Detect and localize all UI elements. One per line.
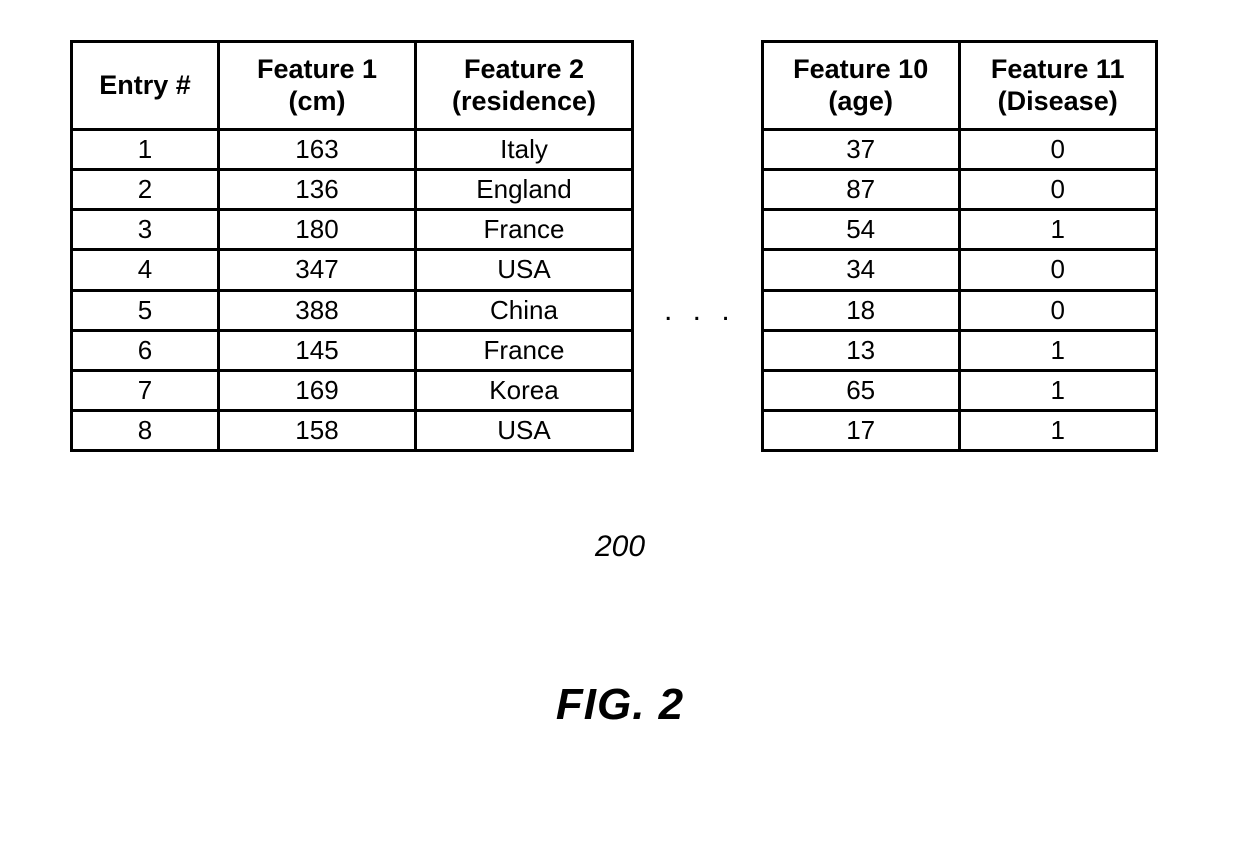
table-cell: 7 <box>72 370 219 410</box>
table-cell: 1 <box>959 330 1156 370</box>
table-cell: China <box>416 290 633 330</box>
right-header-0-l1: Feature 10(age) <box>793 54 928 116</box>
table-row: 541 <box>762 210 1156 250</box>
table-row: 3180France <box>72 210 633 250</box>
table-cell: 0 <box>959 169 1156 209</box>
table-cell: 3 <box>72 210 219 250</box>
table-cell: 145 <box>219 330 416 370</box>
table-cell: 180 <box>219 210 416 250</box>
table-cell: 37 <box>762 129 959 169</box>
table-cell: 0 <box>959 290 1156 330</box>
left-header-2: Feature 2(residence) <box>416 42 633 130</box>
table-row: 340 <box>762 250 1156 290</box>
table-cell: England <box>416 169 633 209</box>
left-table: Entry # Feature 1(cm) Feature 2(residenc… <box>70 40 634 452</box>
table-cell: 18 <box>762 290 959 330</box>
table-cell: Korea <box>416 370 633 410</box>
table-cell: Italy <box>416 129 633 169</box>
ellipsis: . . . <box>664 164 736 328</box>
table-row: 8158USA <box>72 411 633 451</box>
table-cell: 13 <box>762 330 959 370</box>
table-row: 1163Italy <box>72 129 633 169</box>
figure-number: 200 <box>0 530 1240 564</box>
table-row: 4347USA <box>72 250 633 290</box>
table-cell: USA <box>416 411 633 451</box>
table-cell: 347 <box>219 250 416 290</box>
table-cell: 1 <box>959 411 1156 451</box>
table-cell: France <box>416 210 633 250</box>
table-cell: 169 <box>219 370 416 410</box>
left-header-1: Feature 1(cm) <box>219 42 416 130</box>
table-cell: 87 <box>762 169 959 209</box>
table-cell: 1 <box>959 210 1156 250</box>
table-cell: 8 <box>72 411 219 451</box>
right-header-0: Feature 10(age) <box>762 42 959 130</box>
table-cell: 4 <box>72 250 219 290</box>
table-row: 180 <box>762 290 1156 330</box>
table-row: 171 <box>762 411 1156 451</box>
table-cell: 1 <box>72 129 219 169</box>
table-cell: 54 <box>762 210 959 250</box>
table-cell: 163 <box>219 129 416 169</box>
tables-container: Entry # Feature 1(cm) Feature 2(residenc… <box>70 40 1158 452</box>
right-header-1: Feature 11(Disease) <box>959 42 1156 130</box>
table-cell: 5 <box>72 290 219 330</box>
table-cell: 2 <box>72 169 219 209</box>
table-cell: 34 <box>762 250 959 290</box>
table-row: 131 <box>762 330 1156 370</box>
left-table-body: 1163Italy2136England3180France4347USA538… <box>72 129 633 451</box>
left-table-header-row: Entry # Feature 1(cm) Feature 2(residenc… <box>72 42 633 130</box>
left-header-0: Entry # <box>72 42 219 130</box>
table-row: 5388China <box>72 290 633 330</box>
table-cell: 65 <box>762 370 959 410</box>
table-cell: 388 <box>219 290 416 330</box>
right-table: Feature 10(age) Feature 11(Disease) 3708… <box>761 40 1158 452</box>
table-cell: 1 <box>959 370 1156 410</box>
table-cell: 0 <box>959 250 1156 290</box>
table-row: 2136England <box>72 169 633 209</box>
right-table-header-row: Feature 10(age) Feature 11(Disease) <box>762 42 1156 130</box>
table-cell: 6 <box>72 330 219 370</box>
table-row: 6145France <box>72 330 633 370</box>
table-row: 370 <box>762 129 1156 169</box>
table-cell: 158 <box>219 411 416 451</box>
right-header-1-l1: Feature 11(Disease) <box>991 54 1125 116</box>
table-cell: 17 <box>762 411 959 451</box>
left-header-1-l1: Feature 1(cm) <box>257 54 377 116</box>
figure-label: FIG. 2 <box>0 680 1240 730</box>
table-row: 7169Korea <box>72 370 633 410</box>
table-cell: 0 <box>959 129 1156 169</box>
left-header-2-l1: Feature 2(residence) <box>452 54 596 116</box>
table-cell: USA <box>416 250 633 290</box>
table-row: 870 <box>762 169 1156 209</box>
right-table-body: 370870541340180131651171 <box>762 129 1156 451</box>
left-table-head: Entry # Feature 1(cm) Feature 2(residenc… <box>72 42 633 130</box>
table-cell: France <box>416 330 633 370</box>
table-cell: 136 <box>219 169 416 209</box>
right-table-head: Feature 10(age) Feature 11(Disease) <box>762 42 1156 130</box>
table-row: 651 <box>762 370 1156 410</box>
